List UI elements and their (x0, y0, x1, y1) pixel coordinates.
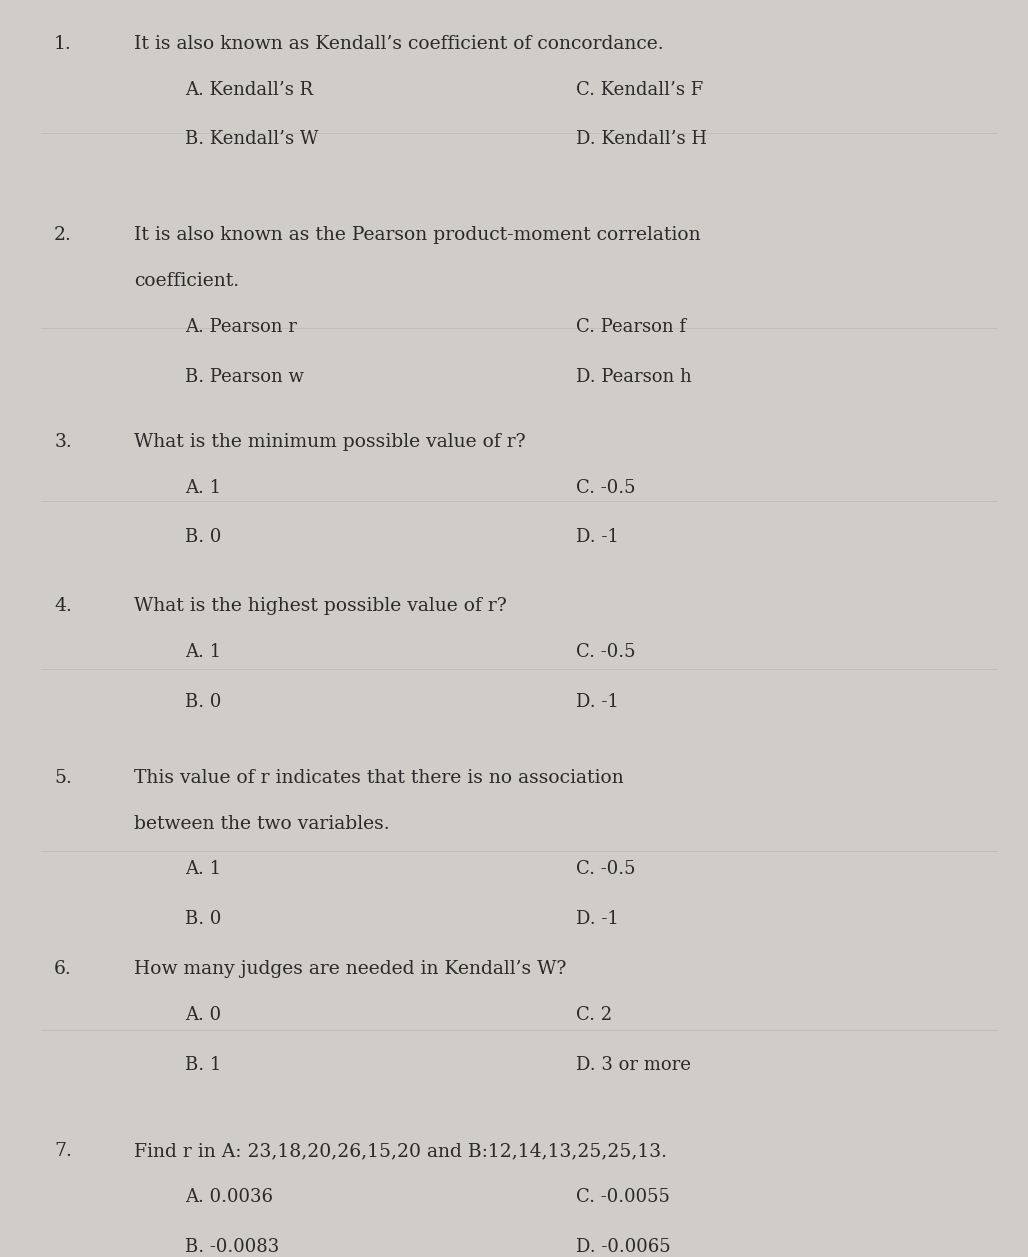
Text: between the two variables.: between the two variables. (134, 815, 390, 832)
Text: A. 0: A. 0 (185, 1006, 221, 1024)
Text: B. -0.0083: B. -0.0083 (185, 1238, 280, 1256)
Text: A. 1: A. 1 (185, 479, 221, 497)
Text: A. 1: A. 1 (185, 642, 221, 661)
Text: B. 0: B. 0 (185, 693, 221, 710)
Text: D. -0.0065: D. -0.0065 (576, 1238, 670, 1256)
Text: 2.: 2. (54, 226, 72, 244)
Text: It is also known as Kendall’s coefficient of concordance.: It is also known as Kendall’s coefficien… (134, 35, 663, 53)
Text: It is also known as the Pearson product-moment correlation: It is also known as the Pearson product-… (134, 226, 700, 244)
Text: How many judges are needed in Kendall’s W?: How many judges are needed in Kendall’s … (134, 960, 566, 978)
Text: A. Pearson r: A. Pearson r (185, 318, 297, 336)
Text: 3.: 3. (54, 432, 72, 451)
Text: C. -0.5: C. -0.5 (576, 479, 635, 497)
Text: B. 0: B. 0 (185, 910, 221, 928)
Text: This value of r indicates that there is no association: This value of r indicates that there is … (134, 769, 623, 787)
Text: What is the minimum possible value of r?: What is the minimum possible value of r? (134, 432, 525, 451)
Text: B. 1: B. 1 (185, 1056, 221, 1073)
Text: 5.: 5. (54, 769, 72, 787)
Text: B. 0: B. 0 (185, 528, 221, 547)
Text: 6.: 6. (54, 960, 72, 978)
Text: D. -1: D. -1 (576, 528, 619, 547)
Text: What is the highest possible value of r?: What is the highest possible value of r? (134, 597, 507, 615)
Text: B. Kendall’s W: B. Kendall’s W (185, 131, 319, 148)
Text: C. Pearson f: C. Pearson f (576, 318, 686, 336)
Text: C. Kendall’s F: C. Kendall’s F (576, 80, 703, 98)
Text: D. -1: D. -1 (576, 910, 619, 928)
Text: C. 2: C. 2 (576, 1006, 612, 1024)
Text: A. 0.0036: A. 0.0036 (185, 1188, 273, 1205)
Text: D. -1: D. -1 (576, 693, 619, 710)
Text: D. Pearson h: D. Pearson h (576, 368, 692, 386)
Text: 4.: 4. (54, 597, 72, 615)
Text: C. -0.0055: C. -0.0055 (576, 1188, 669, 1205)
Text: 1.: 1. (54, 35, 72, 53)
Text: Find r in A: 23,18,20,26,15,20 and B:12,14,13,25,25,13.: Find r in A: 23,18,20,26,15,20 and B:12,… (134, 1143, 666, 1160)
Text: A. 1: A. 1 (185, 860, 221, 879)
Text: D. 3 or more: D. 3 or more (576, 1056, 691, 1073)
Text: A. Kendall’s R: A. Kendall’s R (185, 80, 314, 98)
Text: 7.: 7. (54, 1143, 72, 1160)
Text: C. -0.5: C. -0.5 (576, 860, 635, 879)
Text: C. -0.5: C. -0.5 (576, 642, 635, 661)
Text: coefficient.: coefficient. (134, 273, 238, 290)
Text: B. Pearson w: B. Pearson w (185, 368, 304, 386)
Text: D. Kendall’s H: D. Kendall’s H (576, 131, 706, 148)
